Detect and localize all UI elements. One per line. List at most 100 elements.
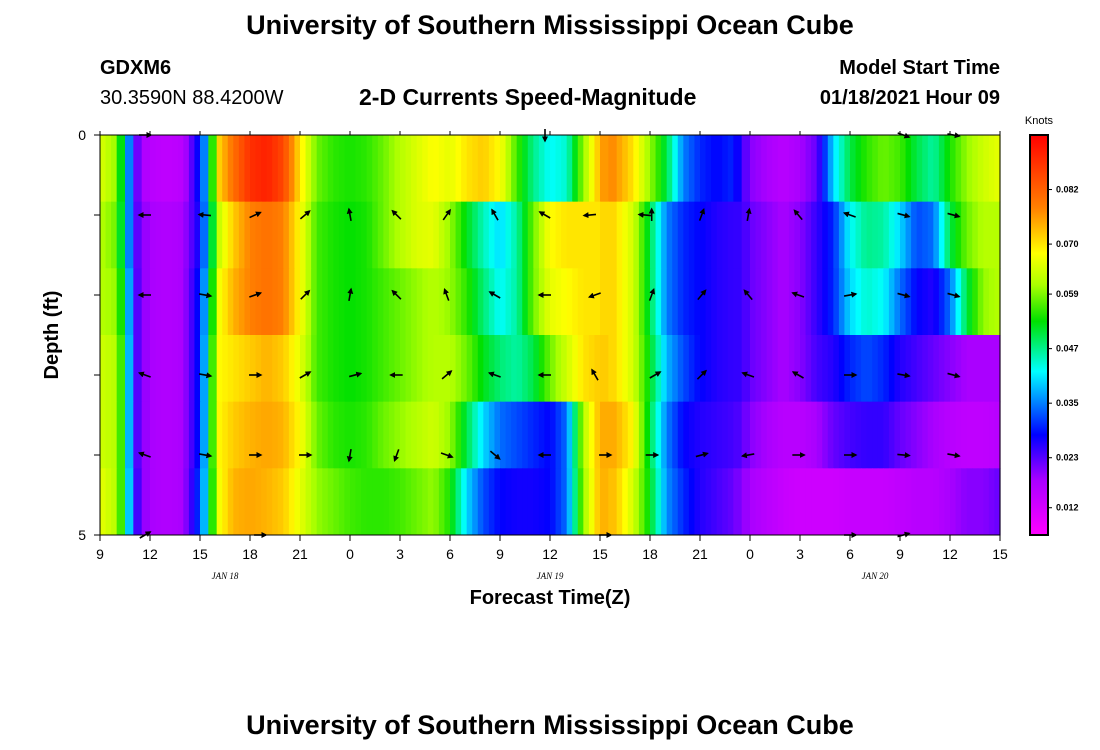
heatmap-cell bbox=[172, 401, 179, 469]
heatmap-cell bbox=[277, 335, 284, 403]
heatmap-cell bbox=[105, 268, 112, 336]
current-arrow bbox=[793, 209, 803, 221]
heatmap-cell bbox=[572, 135, 579, 203]
heatmap-cell bbox=[377, 468, 384, 536]
heatmap-cell bbox=[355, 201, 362, 269]
heatmap-cell bbox=[294, 135, 301, 203]
x-tick-label: 12 bbox=[542, 546, 558, 562]
heatmap-cell bbox=[405, 268, 412, 336]
heatmap-cell bbox=[255, 201, 262, 269]
heatmap-cell bbox=[522, 135, 529, 203]
heatmap-cell bbox=[900, 335, 907, 403]
heatmap-cell bbox=[511, 268, 518, 336]
heatmap-cell bbox=[100, 201, 107, 269]
heatmap-cell bbox=[916, 401, 923, 469]
heatmap-cell bbox=[344, 468, 351, 536]
heatmap-cell bbox=[827, 268, 834, 336]
heatmap-cell bbox=[572, 268, 579, 336]
current-arrow bbox=[582, 212, 597, 219]
heatmap-cell bbox=[500, 201, 507, 269]
heatmap-cell bbox=[755, 335, 762, 403]
heatmap-cell bbox=[527, 401, 534, 469]
heatmap-cell bbox=[833, 135, 840, 203]
heatmap-cell bbox=[244, 335, 251, 403]
heatmap-cell bbox=[666, 201, 673, 269]
heatmap-cell bbox=[644, 135, 651, 203]
current-arrow bbox=[391, 289, 402, 300]
current-arrow bbox=[137, 451, 151, 458]
heatmap-cell bbox=[866, 468, 873, 536]
heatmap-cell bbox=[438, 335, 446, 403]
heatmap-cell bbox=[366, 401, 373, 469]
heatmap-cell bbox=[333, 468, 340, 536]
heatmap-cell bbox=[411, 201, 418, 269]
heatmap-cell bbox=[755, 268, 762, 336]
heatmap-cell bbox=[638, 401, 646, 469]
heatmap-cell bbox=[366, 135, 373, 203]
current-arrow bbox=[440, 452, 454, 459]
heatmap-cell bbox=[666, 268, 673, 336]
heatmap-cell bbox=[166, 335, 173, 403]
heatmap-cell bbox=[733, 468, 743, 536]
heatmap-cell bbox=[600, 401, 609, 469]
heatmap-cell bbox=[183, 201, 190, 269]
heatmap-cell bbox=[977, 401, 984, 469]
colorbar-tick-label: 0.070 bbox=[1056, 239, 1079, 249]
heatmap-cell bbox=[255, 335, 262, 403]
heatmap-cell bbox=[261, 401, 268, 469]
heatmap-cell bbox=[383, 335, 390, 403]
heatmap-cell bbox=[933, 135, 940, 203]
current-arrow bbox=[743, 289, 753, 301]
heatmap-cell bbox=[416, 335, 423, 403]
heatmap-cell bbox=[772, 335, 779, 403]
heatmap-cell bbox=[177, 135, 184, 203]
heatmap-cell bbox=[444, 201, 451, 269]
heatmap-cell bbox=[916, 135, 923, 203]
page-title: University of Southern Mississippi Ocean… bbox=[246, 10, 854, 40]
heatmap-cell bbox=[566, 268, 573, 336]
heatmap-cell bbox=[288, 335, 296, 403]
current-arrow bbox=[487, 371, 501, 378]
heatmap-cell bbox=[188, 335, 196, 403]
heatmap-cell bbox=[488, 201, 496, 269]
heatmap-cell bbox=[311, 135, 318, 203]
heatmap-cell bbox=[327, 201, 334, 269]
heatmap-cell bbox=[561, 468, 568, 536]
current-arrow bbox=[348, 371, 363, 378]
heatmap-cell bbox=[427, 468, 434, 536]
heatmap-cell bbox=[750, 201, 757, 269]
heatmap-cell bbox=[500, 268, 507, 336]
heatmap-cell bbox=[705, 335, 712, 403]
heatmap-cell bbox=[750, 335, 757, 403]
current-arrow bbox=[897, 292, 911, 299]
heatmap-cell bbox=[855, 135, 862, 203]
heatmap-cell bbox=[161, 201, 168, 269]
heatmap-cell bbox=[594, 468, 601, 536]
heatmap-cell bbox=[872, 401, 879, 469]
heatmap-cell bbox=[311, 468, 318, 536]
heatmap-cell bbox=[494, 135, 501, 203]
heatmap-cell bbox=[583, 335, 590, 403]
heatmap-cell bbox=[922, 468, 929, 536]
current-arrow bbox=[347, 287, 354, 302]
heatmap-cell bbox=[872, 335, 879, 403]
heatmap-cell bbox=[194, 468, 201, 536]
heatmap-cell bbox=[916, 468, 923, 536]
heatmap-cell bbox=[672, 201, 679, 269]
heatmap-cell bbox=[427, 268, 434, 336]
heatmap-cell bbox=[961, 335, 968, 403]
heatmap-cell bbox=[333, 401, 340, 469]
heatmap-cell bbox=[844, 268, 851, 336]
heatmap-cell bbox=[466, 401, 473, 469]
heatmap-cell bbox=[444, 335, 451, 403]
heatmap-cell bbox=[711, 401, 718, 469]
heatmap-cell bbox=[177, 268, 184, 336]
heatmap-cell bbox=[961, 468, 968, 536]
heatmap-cell bbox=[100, 401, 107, 469]
heatmap-cell bbox=[100, 335, 107, 403]
heatmap-cell bbox=[866, 268, 873, 336]
heatmap-cell bbox=[494, 335, 501, 403]
heatmap-cell bbox=[827, 335, 834, 403]
heatmap-cell bbox=[455, 201, 462, 269]
heatmap-cell bbox=[488, 468, 496, 536]
